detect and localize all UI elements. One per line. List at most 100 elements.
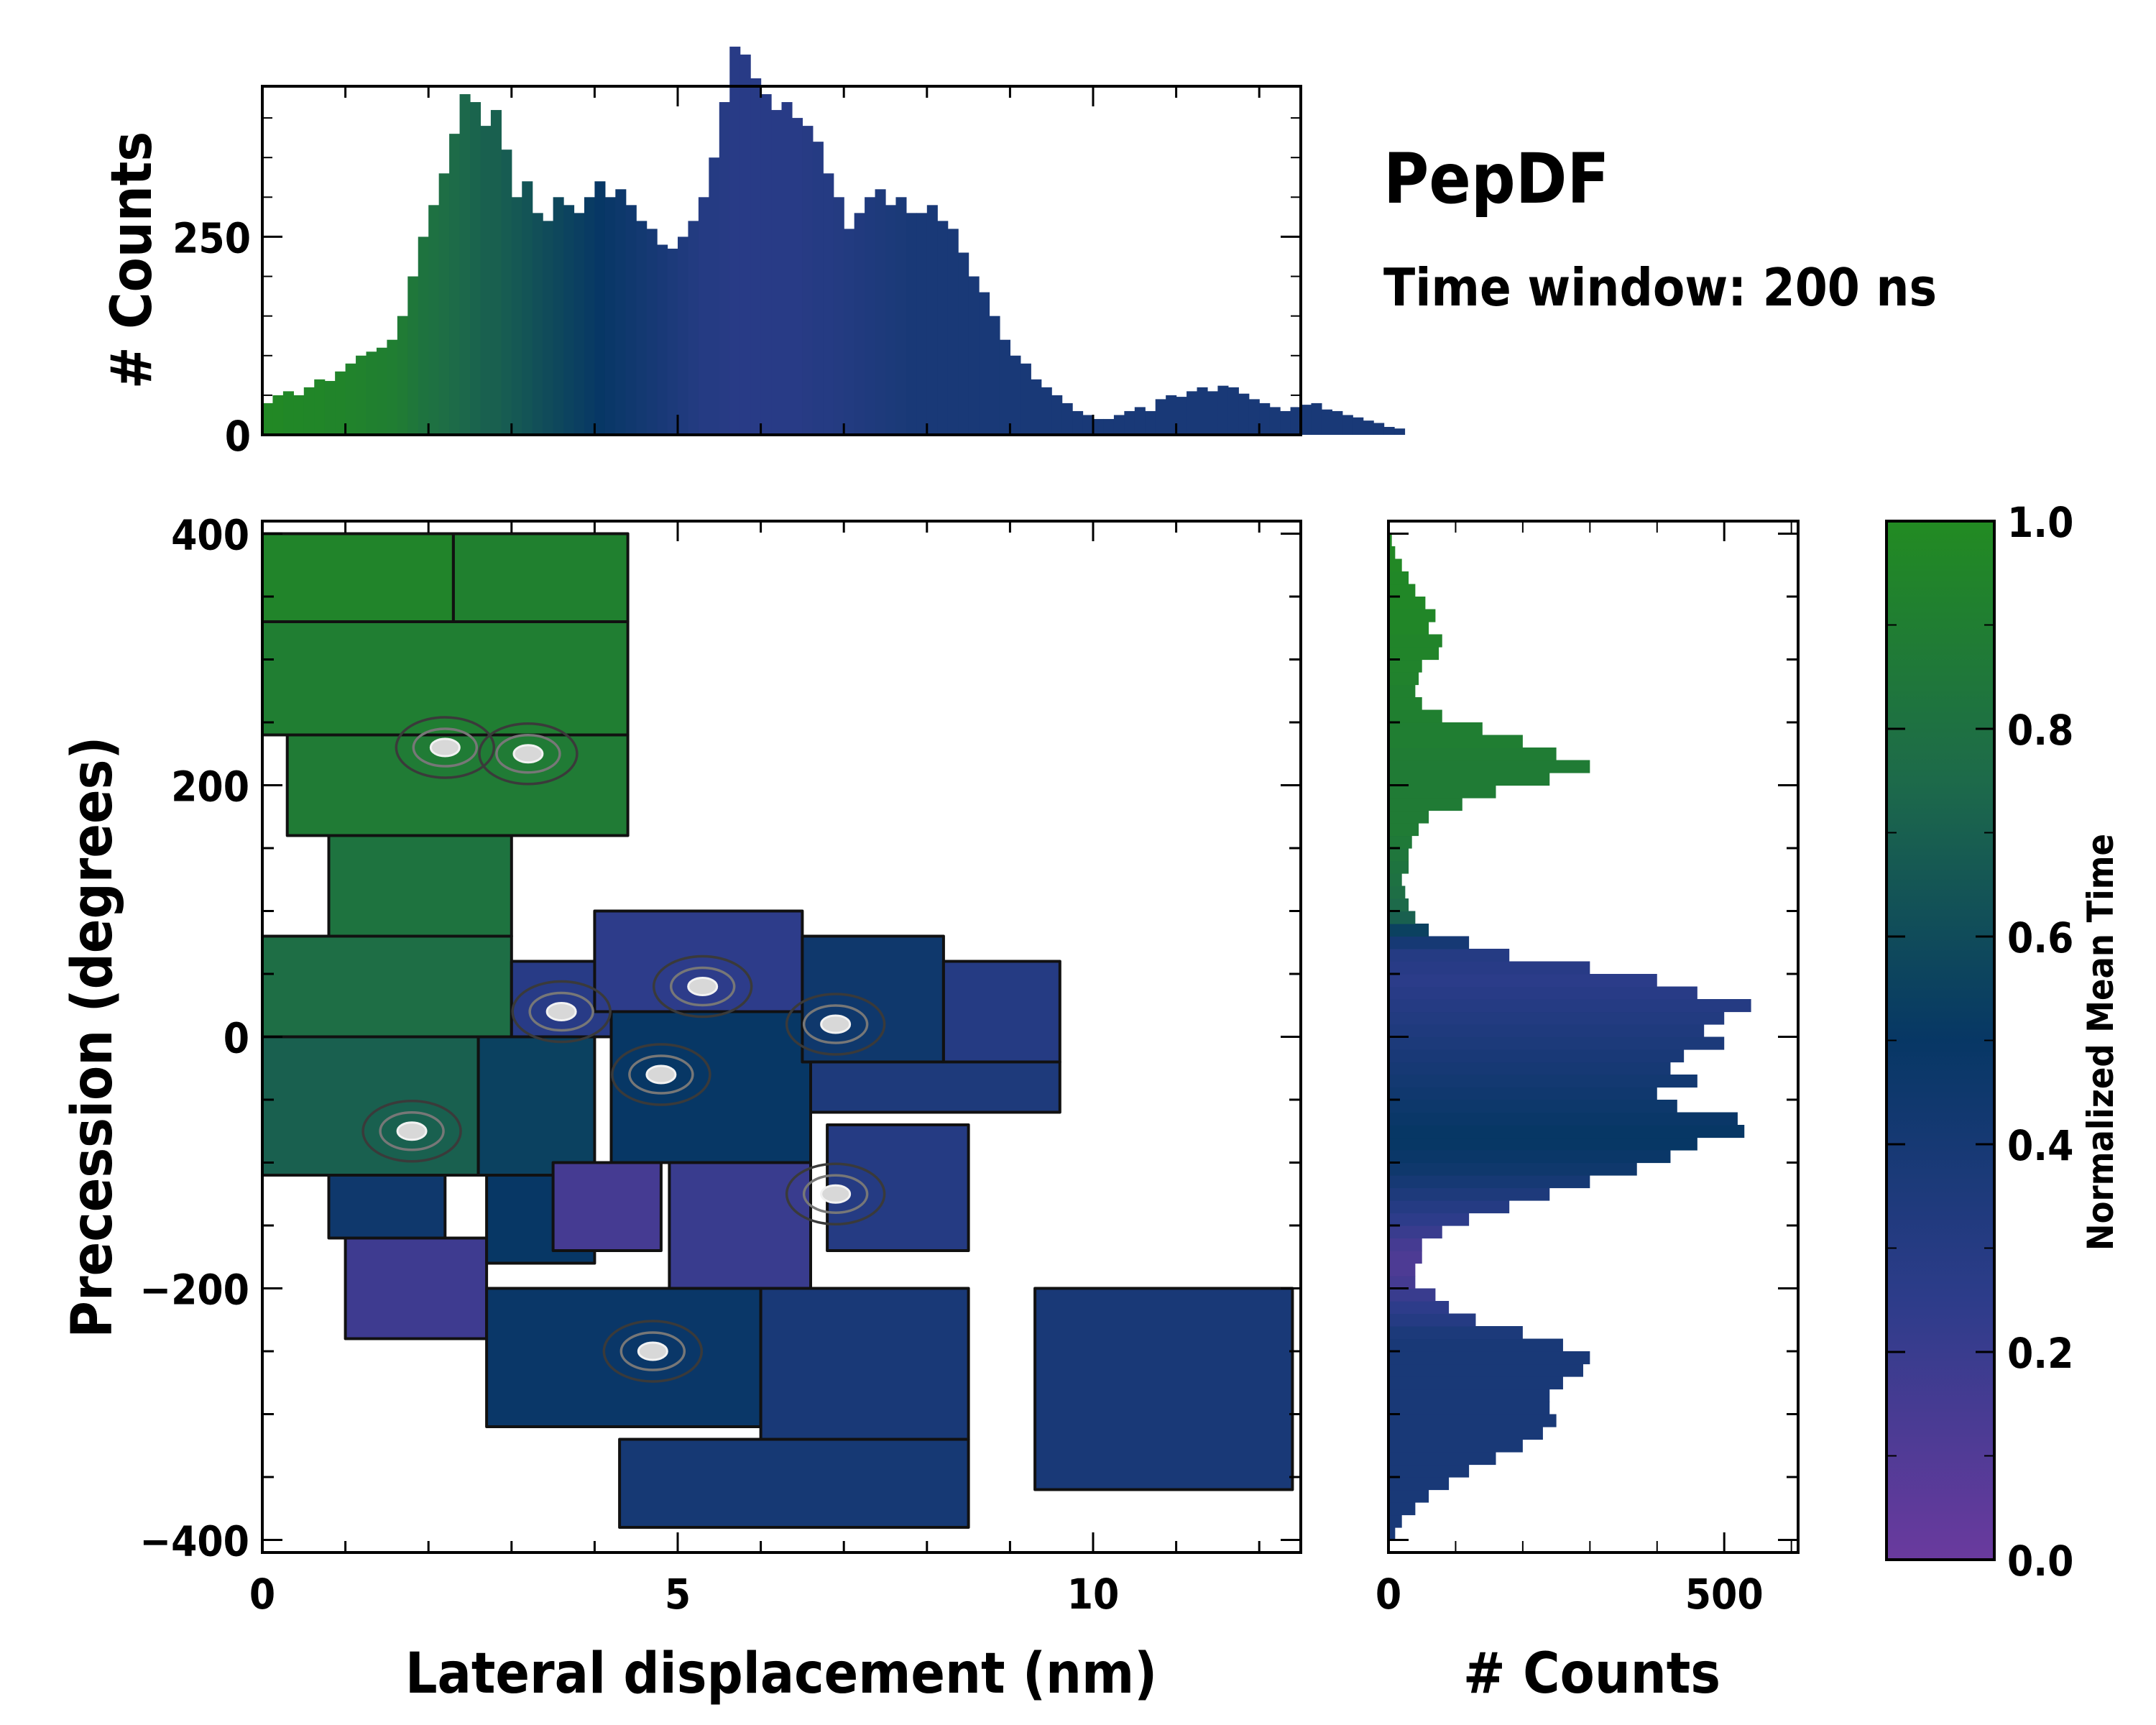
- top-histogram-ticks: 0 250: [172, 86, 1301, 461]
- right-histogram-bars: [1388, 533, 1751, 1541]
- top-histogram-frame: [261, 85, 1302, 436]
- density-contour-inner: [820, 1014, 852, 1034]
- right-histogram-bar: [1388, 1514, 1402, 1528]
- right-histogram-bar: [1388, 1150, 1671, 1164]
- right-histogram-bar: [1388, 873, 1402, 887]
- density-contour-outer: [511, 980, 612, 1044]
- top-histogram-bar: [1082, 415, 1094, 435]
- top-histogram-bar: [802, 126, 814, 435]
- top-histogram-bar: [1176, 397, 1187, 435]
- main-heatmap-ticks: 0 5 10 −400 −200 0 200 400: [139, 511, 1301, 1619]
- right-histogram-bar: [1388, 1389, 1550, 1402]
- top-histogram-bar: [1321, 409, 1332, 435]
- right-histogram-bar: [1388, 1502, 1416, 1516]
- right-histogram-bar: [1388, 597, 1426, 610]
- right-histogram-bar: [1388, 1049, 1685, 1063]
- top-histogram-bar: [1301, 405, 1312, 435]
- top-histogram-bar: [345, 363, 356, 435]
- right-histogram-bar: [1388, 584, 1416, 597]
- top-histogram-bar: [543, 221, 554, 435]
- top-histogram-bar: [449, 134, 461, 436]
- density-contour-outer: [652, 954, 753, 1018]
- top-histogram-bar: [968, 276, 980, 435]
- top-histogram-bar: [470, 102, 482, 435]
- top-histogram-bar: [1311, 402, 1322, 435]
- top-ytick-label: 0: [225, 412, 251, 461]
- right-histogram-bar: [1388, 1225, 1442, 1239]
- top-histogram-bar: [1227, 387, 1239, 435]
- right-histogram-bar: [1388, 961, 1590, 975]
- top-histogram-bar: [314, 379, 326, 435]
- right-histogram-bar: [1388, 949, 1510, 962]
- top-histogram-bar: [750, 78, 762, 436]
- top-histogram-bar: [604, 197, 616, 435]
- density-contour-middle: [379, 1111, 445, 1151]
- top-histogram-bar: [501, 150, 512, 435]
- top-histogram-bar: [895, 197, 907, 435]
- right-histogram-bar: [1388, 1338, 1563, 1352]
- right-histogram-bar: [1388, 571, 1409, 585]
- right-histogram-bar: [1388, 848, 1409, 862]
- colorbar-label: Normalized Mean Time: [2080, 834, 2122, 1251]
- right-histogram-bar: [1388, 1313, 1476, 1327]
- top-histogram-bar: [1166, 395, 1177, 435]
- main-heatmap: 0 5 10 −400 −200 0 200 400 Lateral displacement…: [60, 511, 1302, 1706]
- top-histogram-bar: [698, 197, 709, 435]
- density-contour-inner: [637, 1341, 668, 1361]
- top-histogram-bar: [1217, 385, 1229, 435]
- density-contour-outer: [395, 716, 496, 779]
- top-histogram-bar: [709, 157, 720, 436]
- top-histogram-bar: [1280, 410, 1291, 435]
- top-histogram-bar: [885, 205, 897, 435]
- top-histogram-bar: [480, 126, 492, 435]
- top-histogram-bar: [1051, 395, 1063, 435]
- top-histogram-bar: [1145, 410, 1156, 435]
- top-histogram-bar: [791, 118, 803, 435]
- top-histogram-bar: [854, 213, 865, 435]
- top-histogram-bar: [989, 316, 1000, 435]
- right-histogram-bar: [1388, 1200, 1510, 1214]
- right-histogram-bar: [1388, 1527, 1396, 1541]
- top-histogram: 0 250 # Counts: [100, 46, 1406, 461]
- right-histogram-bar: [1388, 1100, 1677, 1113]
- top-histogram-bar: [490, 110, 502, 435]
- right-histogram-bar: [1388, 1062, 1671, 1075]
- top-histogram-bar: [335, 371, 346, 435]
- right-histogram-bar: [1388, 722, 1483, 736]
- top-histogram-bar: [833, 197, 844, 435]
- top-histogram-bar: [1248, 399, 1260, 435]
- top-histogram-bar: [1269, 407, 1281, 435]
- top-histogram-ylabel: # Counts: [100, 132, 165, 389]
- main-ytick-label: −200: [139, 1266, 249, 1315]
- top-histogram-bar: [584, 197, 595, 435]
- top-histogram-bar: [428, 205, 440, 435]
- right-histogram-bar: [1388, 1452, 1496, 1466]
- top-histogram-bar: [771, 110, 783, 435]
- colorbar-ticks: 0.0 0.2 0.4 0.6 0.8 1.0: [1886, 498, 2073, 1586]
- top-histogram-bars: [262, 46, 1406, 436]
- top-histogram-bar: [1093, 418, 1105, 435]
- right-histogram-bar: [1388, 1112, 1738, 1126]
- right-histogram-bar: [1388, 785, 1496, 799]
- top-histogram-bar: [979, 292, 990, 435]
- right-histogram-bar: [1388, 999, 1751, 1013]
- top-histogram-bar: [646, 229, 658, 435]
- heatmap-region: [809, 1060, 1061, 1114]
- top-histogram-bar: [657, 244, 668, 435]
- density-contour-inner: [429, 737, 461, 758]
- top-histogram-bar: [563, 205, 575, 435]
- right-histogram-bar: [1388, 1276, 1416, 1289]
- top-histogram-bar: [906, 213, 917, 435]
- right-histogram-bar: [1388, 1036, 1725, 1050]
- top-histogram-bar: [438, 173, 450, 435]
- right-histogram-bar: [1388, 647, 1439, 661]
- right-histogram-bar: [1388, 1351, 1590, 1365]
- top-histogram-bar: [1332, 410, 1343, 435]
- top-histogram-bar: [1394, 428, 1406, 435]
- right-histogram-bar: [1388, 1213, 1470, 1226]
- density-contour-middle: [628, 1054, 694, 1095]
- colorbar-tick-label: 0.2: [2007, 1329, 2073, 1378]
- top-histogram-bar: [1290, 407, 1302, 435]
- right-histogram-bar: [1388, 546, 1396, 560]
